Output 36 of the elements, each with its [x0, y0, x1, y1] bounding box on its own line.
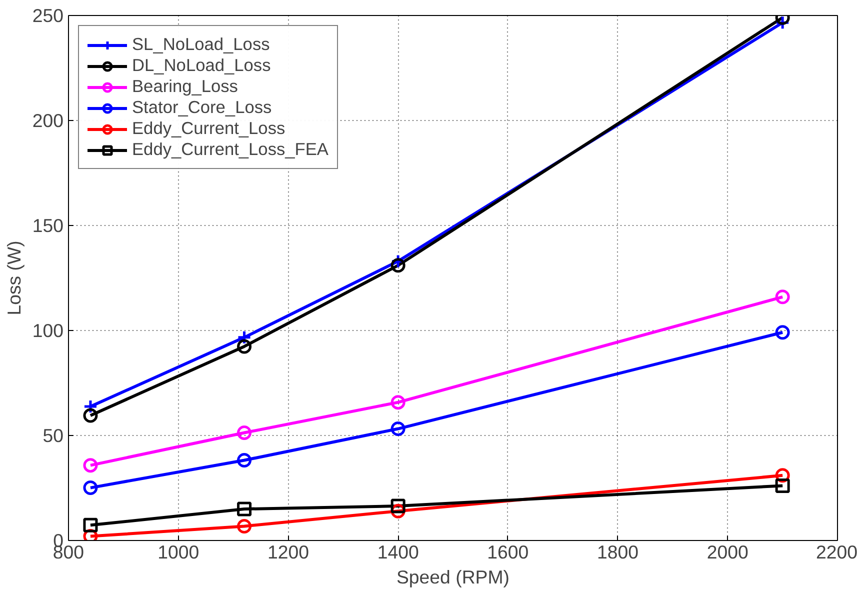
point — [237, 339, 252, 354]
point — [390, 422, 406, 436]
y-tick-label: 50 — [42, 425, 64, 446]
point — [390, 498, 406, 514]
point — [237, 426, 252, 440]
x-tick-label: 1000 — [158, 542, 200, 562]
legend-label: Eddy_Current_Loss — [132, 118, 286, 139]
legend-label: Bearing_Loss — [132, 76, 238, 97]
point — [237, 502, 252, 516]
point — [237, 453, 252, 468]
point — [83, 458, 98, 473]
point — [390, 395, 406, 410]
x-tick-label: 2000 — [706, 542, 748, 562]
point — [775, 325, 790, 340]
point — [83, 408, 98, 423]
y-tick-label: 100 — [32, 320, 64, 341]
y-tick-label: 250 — [32, 5, 64, 26]
point — [83, 480, 98, 496]
x-tick-label: 1600 — [487, 542, 529, 562]
legend-label: Eddy_Current_Loss_FEA — [132, 139, 328, 160]
legend-label: Stator_Core_Loss — [132, 97, 272, 118]
x-tick-label: 2200 — [816, 542, 857, 562]
point — [83, 518, 98, 532]
legend-label: DL_NoLoad_Loss — [132, 55, 271, 76]
point — [775, 290, 790, 304]
point — [237, 518, 252, 534]
x-tick-label: 1200 — [267, 542, 309, 562]
point — [390, 258, 406, 273]
x-tick-label: 1400 — [377, 542, 419, 562]
x-axis-title: Speed (RPM) — [396, 566, 510, 588]
x-tick-label: 1800 — [597, 542, 639, 562]
y-axis-title: Loss (W) — [3, 240, 24, 316]
legend-label: SL_NoLoad_Loss — [132, 34, 270, 55]
y-tick-label: 200 — [32, 110, 64, 131]
point — [775, 478, 790, 493]
y-tick-label: 150 — [32, 215, 64, 236]
